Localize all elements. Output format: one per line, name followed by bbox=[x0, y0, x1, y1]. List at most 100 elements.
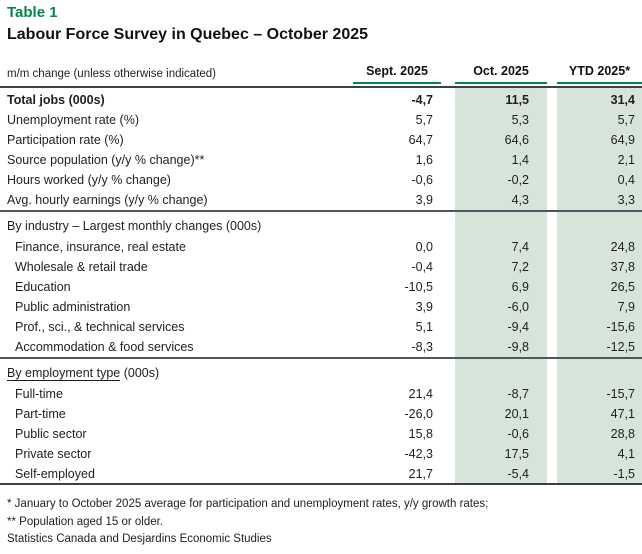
table-row: Self-employed 21,7 -5,4 -1,5 bbox=[0, 464, 642, 484]
row-value-sept: 0,0 bbox=[415, 240, 433, 254]
row-label: Public administration bbox=[15, 300, 131, 314]
row-value-sept: 21,7 bbox=[408, 467, 433, 481]
row-value-sept: -26,0 bbox=[404, 407, 434, 421]
row-value-ytd: 31,4 bbox=[610, 93, 635, 107]
row-value-oct: -5,4 bbox=[507, 467, 529, 481]
table-row: Source population (y/y % change)** 1,6 1,4… bbox=[0, 150, 642, 170]
row-value-sept: -10,5 bbox=[404, 280, 434, 294]
row-value-ytd: -1,5 bbox=[613, 467, 635, 481]
row-value-sept: 15,8 bbox=[408, 427, 433, 441]
section-header-text: (000s) bbox=[120, 366, 160, 380]
table-row: Full-time 21,4 -8,7 -15,7 bbox=[0, 384, 642, 404]
row-value-ytd: 47,1 bbox=[610, 407, 635, 421]
row-value-oct: 64,6 bbox=[504, 133, 529, 147]
table-row: Public administration 3,9 -6,0 7,9 bbox=[0, 297, 642, 317]
table-row: Total jobs (000s) -4,7 11,5 31,4 bbox=[0, 90, 642, 110]
highlight-band-ytd bbox=[557, 88, 642, 485]
row-value-sept: 5,7 bbox=[415, 113, 433, 127]
row-label: Hours worked (y/y % change) bbox=[7, 173, 171, 187]
table-row: Participation rate (%) 64,7 64,6 64,9 bbox=[0, 130, 642, 150]
column-header-ytd-2025: YTD 2025* bbox=[557, 56, 642, 84]
row-label: Wholesale & retail trade bbox=[15, 260, 148, 274]
table-row: Prof., sci., & technical services 5,1 -9,4… bbox=[0, 317, 642, 337]
row-value-ytd: 4,1 bbox=[617, 447, 635, 461]
table-row: Education -10,5 6,9 26,5 bbox=[0, 277, 642, 297]
row-value-sept: 5,1 bbox=[415, 320, 433, 334]
row-value-ytd: 5,7 bbox=[617, 113, 635, 127]
row-value-oct: -0,2 bbox=[507, 173, 529, 187]
row-label: Part-time bbox=[15, 407, 66, 421]
row-label: Participation rate (%) bbox=[7, 133, 124, 147]
row-value-sept: -0,4 bbox=[411, 260, 433, 274]
row-value-ytd: 3,3 bbox=[617, 193, 635, 207]
row-value-sept: -8,3 bbox=[411, 340, 433, 354]
row-value-sept: 3,9 bbox=[415, 193, 433, 207]
table-row: Accommodation & food services -8,3 -9,8 -12… bbox=[0, 337, 642, 357]
units-note: m/m change (unless otherwise indicated) bbox=[7, 68, 217, 80]
table-row: Part-time -26,0 20,1 47,1 bbox=[0, 404, 642, 424]
section-header: By employment type (000s) bbox=[0, 363, 642, 384]
bottom-rule bbox=[0, 483, 642, 485]
row-label: Total jobs (000s) bbox=[7, 93, 105, 107]
row-value-oct: -6,0 bbox=[507, 300, 529, 314]
row-value-sept: -4,7 bbox=[411, 93, 433, 107]
row-value-ytd: 24,8 bbox=[610, 240, 635, 254]
row-value-oct: -9,8 bbox=[507, 340, 529, 354]
row-value-oct: 20,1 bbox=[504, 407, 529, 421]
row-value-ytd: -15,7 bbox=[606, 387, 636, 401]
row-value-ytd: 64,9 bbox=[610, 133, 635, 147]
row-label: Self-employed bbox=[15, 467, 95, 481]
row-value-ytd: 7,9 bbox=[617, 300, 635, 314]
row-label: Full-time bbox=[15, 387, 63, 401]
row-value-sept: 1,6 bbox=[415, 153, 433, 167]
row-value-oct: -8,7 bbox=[507, 387, 529, 401]
row-value-ytd: 26,5 bbox=[610, 280, 635, 294]
table-row: Private sector -42,3 17,5 4,1 bbox=[0, 444, 642, 464]
table-row: Avg. hourly earnings (y/y % change) 3,9 4,… bbox=[0, 190, 642, 210]
row-value-oct: 4,3 bbox=[511, 193, 529, 207]
row-label: Source population (y/y % change)** bbox=[7, 153, 205, 167]
row-value-sept: 21,4 bbox=[408, 387, 433, 401]
row-value-sept: 3,9 bbox=[415, 300, 433, 314]
row-label: Education bbox=[15, 280, 71, 294]
footnote-asterisk: * January to October 2025 average for pa… bbox=[7, 498, 489, 510]
row-value-ytd: 0,4 bbox=[617, 173, 635, 187]
row-label: Finance, insurance, real estate bbox=[15, 240, 186, 254]
table-row: Wholesale & retail trade -0,4 7,2 37,8 bbox=[0, 257, 642, 277]
source-credit: Statistics Canada and Desjardins Economi… bbox=[7, 533, 272, 545]
section-header-text: By employment type bbox=[7, 366, 121, 381]
row-value-sept: 64,7 bbox=[408, 133, 433, 147]
row-value-oct: 7,2 bbox=[511, 260, 529, 274]
row-label: Public sector bbox=[15, 427, 87, 441]
row-value-oct: 5,3 bbox=[511, 113, 529, 127]
row-value-ytd: 28,8 bbox=[610, 427, 635, 441]
row-value-oct: -0,6 bbox=[507, 427, 529, 441]
table-row: Finance, insurance, real estate 0,0 7,4 24,… bbox=[0, 237, 642, 257]
row-value-oct: 7,4 bbox=[511, 240, 529, 254]
column-header-oct-2025: Oct. 2025 bbox=[455, 56, 547, 84]
row-label: Accommodation & food services bbox=[15, 340, 194, 354]
section-header: By industry – Largest monthly changes (0… bbox=[0, 216, 642, 237]
footnotes: * January to October 2025 average for pa… bbox=[7, 496, 488, 549]
row-value-sept: -0,6 bbox=[411, 173, 433, 187]
row-value-oct: 1,4 bbox=[511, 153, 529, 167]
table-body: Total jobs (000s) -4,7 11,5 31,4 Unemploymen… bbox=[0, 88, 642, 485]
highlight-band-oct bbox=[455, 88, 547, 485]
row-value-oct: -9,4 bbox=[507, 320, 529, 334]
header-rule bbox=[0, 86, 642, 88]
table-row: Public sector 15,8 -0,6 28,8 bbox=[0, 424, 642, 444]
table-row: Unemployment rate (%) 5,7 5,3 5,7 bbox=[0, 110, 642, 130]
row-label: Private sector bbox=[15, 447, 92, 461]
table-row: Hours worked (y/y % change) -0,6 -0,2 0,4 bbox=[0, 170, 642, 190]
row-value-ytd: -12,5 bbox=[606, 340, 636, 354]
row-label: Unemployment rate (%) bbox=[7, 113, 139, 127]
row-label: Prof., sci., & technical services bbox=[15, 320, 185, 334]
row-value-oct: 11,5 bbox=[505, 93, 529, 107]
row-value-ytd: 37,8 bbox=[610, 260, 635, 274]
section-divider bbox=[0, 210, 642, 212]
section-header-text: By industry – Largest monthly changes (0… bbox=[7, 219, 262, 233]
section-divider bbox=[0, 357, 642, 359]
row-value-oct: 6,9 bbox=[511, 280, 529, 294]
row-value-oct: 17,5 bbox=[504, 447, 529, 461]
